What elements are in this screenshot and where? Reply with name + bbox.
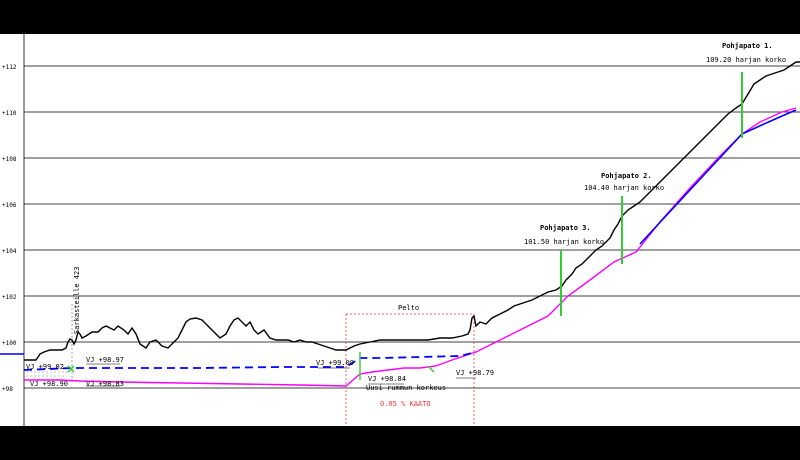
y-tick-label: +100 xyxy=(2,340,17,347)
dam-labels: Pohjapato 1. 109.20 harjan korko Pohjapa… xyxy=(524,42,786,246)
vj-label: VJ +99.02 xyxy=(26,363,64,371)
culvert-height-label: Uusi rummun korkeus xyxy=(366,384,446,392)
water-level-line xyxy=(23,351,477,371)
top-black-band xyxy=(0,0,800,34)
water-level-upslope xyxy=(639,109,797,245)
y-tick-label: +106 xyxy=(2,202,17,209)
y-tick-label: +102 xyxy=(2,294,17,301)
y-tick-label: +104 xyxy=(2,248,17,255)
dam-name: Pohjapato 1. xyxy=(722,42,773,50)
y-tick-label: +112 xyxy=(2,64,17,71)
vj-label: VJ +98.84 xyxy=(368,375,406,383)
y-tick-label: +110 xyxy=(2,110,17,117)
culvert-tick xyxy=(427,365,435,373)
field-label: Pelto xyxy=(398,304,419,312)
vj-leaders xyxy=(26,363,476,387)
dam-crest: 101.50 harjan korko xyxy=(524,238,604,246)
vj-label: VJ +98.79 xyxy=(456,369,494,377)
culvert-symbols xyxy=(67,365,435,373)
dam-markers xyxy=(359,72,743,380)
field-box: Pelto 0.05 % KAATO xyxy=(345,304,475,426)
vj-label: VJ +98.90 xyxy=(30,380,68,388)
y-tick-label: +108 xyxy=(2,156,17,163)
dam-name: Pohjapato 2. xyxy=(601,172,652,180)
profile-chart-svg: +112 +110 +108 +106 +104 +102 +100 +98 P… xyxy=(0,34,800,426)
vj-label: VJ +99.09 xyxy=(316,359,354,367)
dam-crest: 109.20 harjan korko xyxy=(706,56,786,64)
profile-plot: +112 +110 +108 +106 +104 +102 +100 +98 P… xyxy=(0,34,800,426)
cross-section-marker: Sarkasteille 423 xyxy=(71,267,81,382)
design-line xyxy=(24,107,797,387)
gridlines xyxy=(0,34,800,426)
vj-labels: VJ +99.02 VJ +98.97 VJ +98.90 VJ +98.83 … xyxy=(26,356,494,392)
cross-section-label: Sarkasteille 423 xyxy=(73,267,81,334)
y-tick-label: +98 xyxy=(2,386,13,393)
vj-label: VJ +98.97 xyxy=(86,356,124,364)
vj-label: VJ +98.83 xyxy=(86,380,124,388)
bottom-black-band xyxy=(0,426,800,460)
y-tick-labels: +112 +110 +108 +106 +104 +102 +100 +98 xyxy=(2,64,17,393)
dam-crest: 104.40 harjan korko xyxy=(584,184,664,192)
slope-label: 0.05 % KAATO xyxy=(380,400,431,408)
terrain-line xyxy=(24,61,800,361)
dam-name: Pohjapato 3. xyxy=(540,224,591,232)
culvert-tick xyxy=(67,365,75,373)
